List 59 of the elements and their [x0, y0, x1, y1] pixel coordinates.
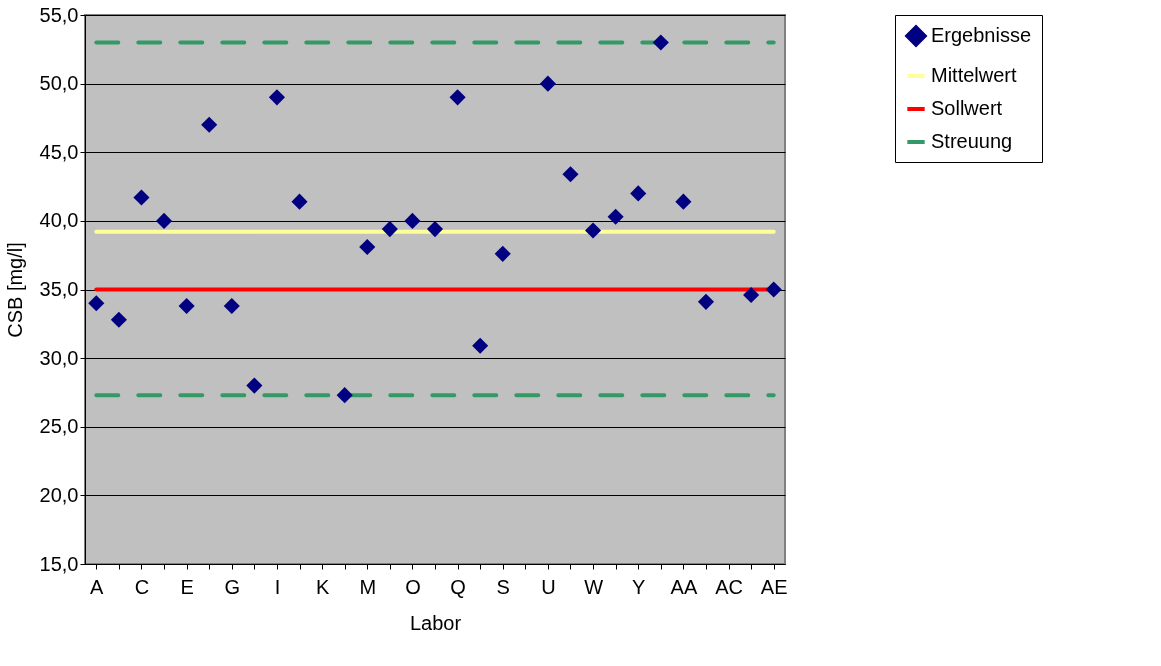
- x-tick-label: Q: [450, 575, 466, 598]
- x-tick-label: C: [134, 575, 150, 598]
- point: [404, 212, 421, 229]
- point: [697, 293, 715, 310]
- point: [539, 75, 556, 92]
- x-tick-label: Y: [632, 575, 646, 598]
- point: [381, 221, 398, 238]
- point: [494, 245, 511, 262]
- point: [155, 212, 173, 229]
- point: [223, 297, 240, 315]
- y-tick-label: 25,0: [39, 415, 79, 438]
- point: [246, 377, 263, 394]
- y-tick-label: 50,0: [39, 72, 79, 95]
- x-tick-label: AE: [760, 575, 788, 598]
- x-tick-label: O: [405, 575, 421, 598]
- point: [585, 222, 602, 239]
- y-tick-label: 55,0: [39, 3, 79, 26]
- x-tick-label: S: [496, 575, 510, 598]
- y-tick-label: 15,0: [39, 552, 79, 575]
- y-axis-title: CSB [mg/l]: [3, 242, 26, 338]
- point: [133, 189, 150, 206]
- legend-label: Sollwert: [931, 97, 1003, 119]
- y-tick-label: 35,0: [39, 278, 79, 300]
- x-tick-label: A: [90, 575, 105, 598]
- y-tick-label: 30,0: [39, 346, 79, 369]
- point: [765, 281, 782, 298]
- x-tick-label: E: [180, 575, 194, 598]
- point: [743, 286, 760, 304]
- y-tick-label: 20,0: [39, 483, 79, 506]
- point: [630, 185, 647, 202]
- point: [359, 238, 376, 256]
- y-tick-label: 45,0: [39, 140, 79, 163]
- x-tick-label: W: [584, 575, 604, 598]
- point: [291, 193, 308, 210]
- point: [201, 116, 218, 133]
- point: [472, 337, 489, 354]
- point: [652, 34, 669, 51]
- point: [336, 387, 353, 404]
- x-tick-label: M: [359, 575, 377, 598]
- x-tick-label: I: [274, 575, 281, 598]
- point: [426, 221, 444, 238]
- x-tick-label: U: [541, 575, 556, 598]
- point: [562, 166, 579, 183]
- point: [675, 193, 692, 210]
- x-tick-label: G: [224, 575, 241, 598]
- x-axis-title: Labor: [409, 611, 462, 634]
- legend-label: Mittelwert: [931, 64, 1018, 86]
- point: [110, 311, 127, 328]
- point: [268, 89, 285, 106]
- x-tick-label: K: [315, 575, 330, 598]
- x-tick-label: AA: [670, 575, 698, 598]
- y-tick-label: 40,0: [39, 209, 79, 232]
- legend-label: Streuung: [931, 130, 1013, 152]
- x-tick-label: AC: [715, 575, 743, 598]
- point: [178, 297, 195, 315]
- point: [88, 295, 105, 312]
- point: [607, 208, 624, 225]
- point: [449, 89, 466, 106]
- legend-label: Ergebnisse: [931, 24, 1032, 46]
